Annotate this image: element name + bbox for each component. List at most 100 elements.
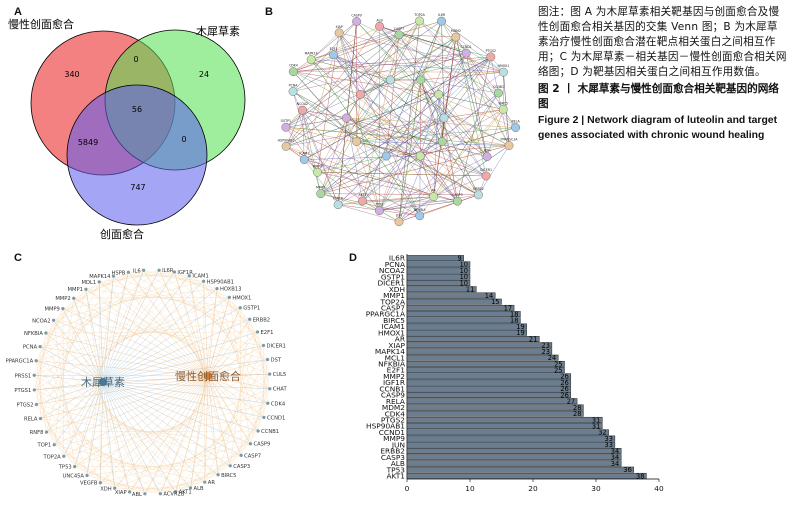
x-tick-label: 10 [465,484,475,493]
network-node [142,268,146,272]
bar-category-label: HSP90AB1 [366,422,405,431]
network-edge [74,465,231,467]
ppi-edge [302,110,305,160]
bar-category-label: AKT1 [386,471,405,480]
network-node-label: DST [271,358,282,364]
ppi-node-label: DICER1 [480,168,492,172]
network-edge [190,359,268,488]
ppi-edge [346,117,421,157]
network-edge [175,297,230,492]
ppi-edge [379,156,488,211]
bar-category-label: TP53 [386,465,406,474]
network-edge [190,288,218,488]
ppi-node [288,87,298,96]
network-node-label: RELA [24,417,38,423]
ppi-node [333,200,343,210]
bar-value-label: 34 [611,454,619,462]
ppi-edge [443,117,487,177]
network-node-label: IL6 [133,268,141,274]
ppi-node [358,196,367,206]
network-node-label: CDK4 [271,401,286,407]
network-node [266,401,270,405]
panel-label-a: A [14,6,22,18]
network-node-label: CASP9 [253,442,270,448]
ppi-node [511,123,520,132]
ppi-edge [362,21,442,202]
network-edge [174,271,231,466]
ppi-node [434,90,444,99]
network-node-label: CCNB1 [261,429,279,435]
ppi-node-label: IL6R [438,13,446,17]
bar-category-label: CCNB1 [379,384,405,393]
network-edge [46,271,175,433]
network-edge [189,275,268,404]
ppi-node-label: PTGS2 [486,49,496,53]
network-edge [46,431,191,488]
bar-value-label: 11 [466,286,474,294]
network-node-label: VEGFB [80,481,98,487]
network-edge [73,298,104,383]
network-edge [102,307,241,383]
network-edge [144,403,268,494]
hub-label-disease: 慢性创面愈合 [175,369,241,383]
x-tick-label: 30 [591,484,601,493]
network-edge [86,276,114,476]
ppi-edge [390,79,510,146]
ppi-node-label: PCNA [289,83,299,87]
ppi-node-label: XIAP [336,25,343,29]
network-edge [189,275,219,475]
network-node [51,318,56,322]
network-edge [102,381,270,389]
bar-ccnb1 [406,385,572,392]
ppi-edge [356,21,445,119]
network-edge [102,381,242,456]
bar-category-label: MAPK14 [375,347,405,356]
ppi-node-label: CDK4 [289,64,298,68]
network-edge [36,360,209,377]
ppi-edge [338,32,443,142]
network-node-label: AR [208,480,216,486]
ppi-edge [285,146,363,202]
ppi-node-label: BIRC5 [498,101,507,105]
bar-mcl1 [406,354,559,361]
network-node-label: MMP1 [68,287,83,293]
bar-value-label: 28 [573,410,581,418]
bar-category-label: RELA [386,397,405,406]
bar-value-label: 21 [529,335,537,343]
network-edge [102,276,114,383]
network-node [111,274,116,278]
network-edge [128,272,204,282]
ppi-network: CASP7 TOP2A IL6R MDM2 CCND1 PTGS2 HMOX1 CCNB1 BI… [278,13,521,227]
network-edge [128,272,209,377]
hub-node-disease [204,372,212,380]
network-edge [160,375,209,494]
bar-value-label: 10 [460,261,468,269]
bar-value-label: 33 [605,441,613,449]
network-edge [54,417,264,445]
venn-value-chronic-luteolin: 0 [133,55,138,64]
ppi-edge [356,94,361,142]
network-node [97,280,101,284]
network-node [239,453,243,457]
ppi-edge [379,36,457,211]
bar-category-label: NCOA2 [379,266,405,275]
bar-category-label: CASP3 [381,453,405,462]
bar-category-label: PTGS2 [381,415,405,424]
bar-value-label: 17 [504,304,512,312]
bar-hmox1 [406,329,527,336]
bar-category-label: ICAM1 [382,322,406,331]
network-edge [34,297,230,376]
network-node [256,429,260,433]
ppi-edge [346,34,400,119]
ppi-edge [379,201,458,211]
x-tick-label: 20 [528,484,538,493]
network-edge [207,375,219,475]
ppi-node [355,90,365,99]
bar-category-label: XIAP [388,341,405,350]
ppi-edge [419,155,434,197]
network-edge [207,345,264,377]
ppi-node [385,75,395,85]
bar-casp3 [406,454,622,461]
bar-value-label: 33 [605,435,613,443]
